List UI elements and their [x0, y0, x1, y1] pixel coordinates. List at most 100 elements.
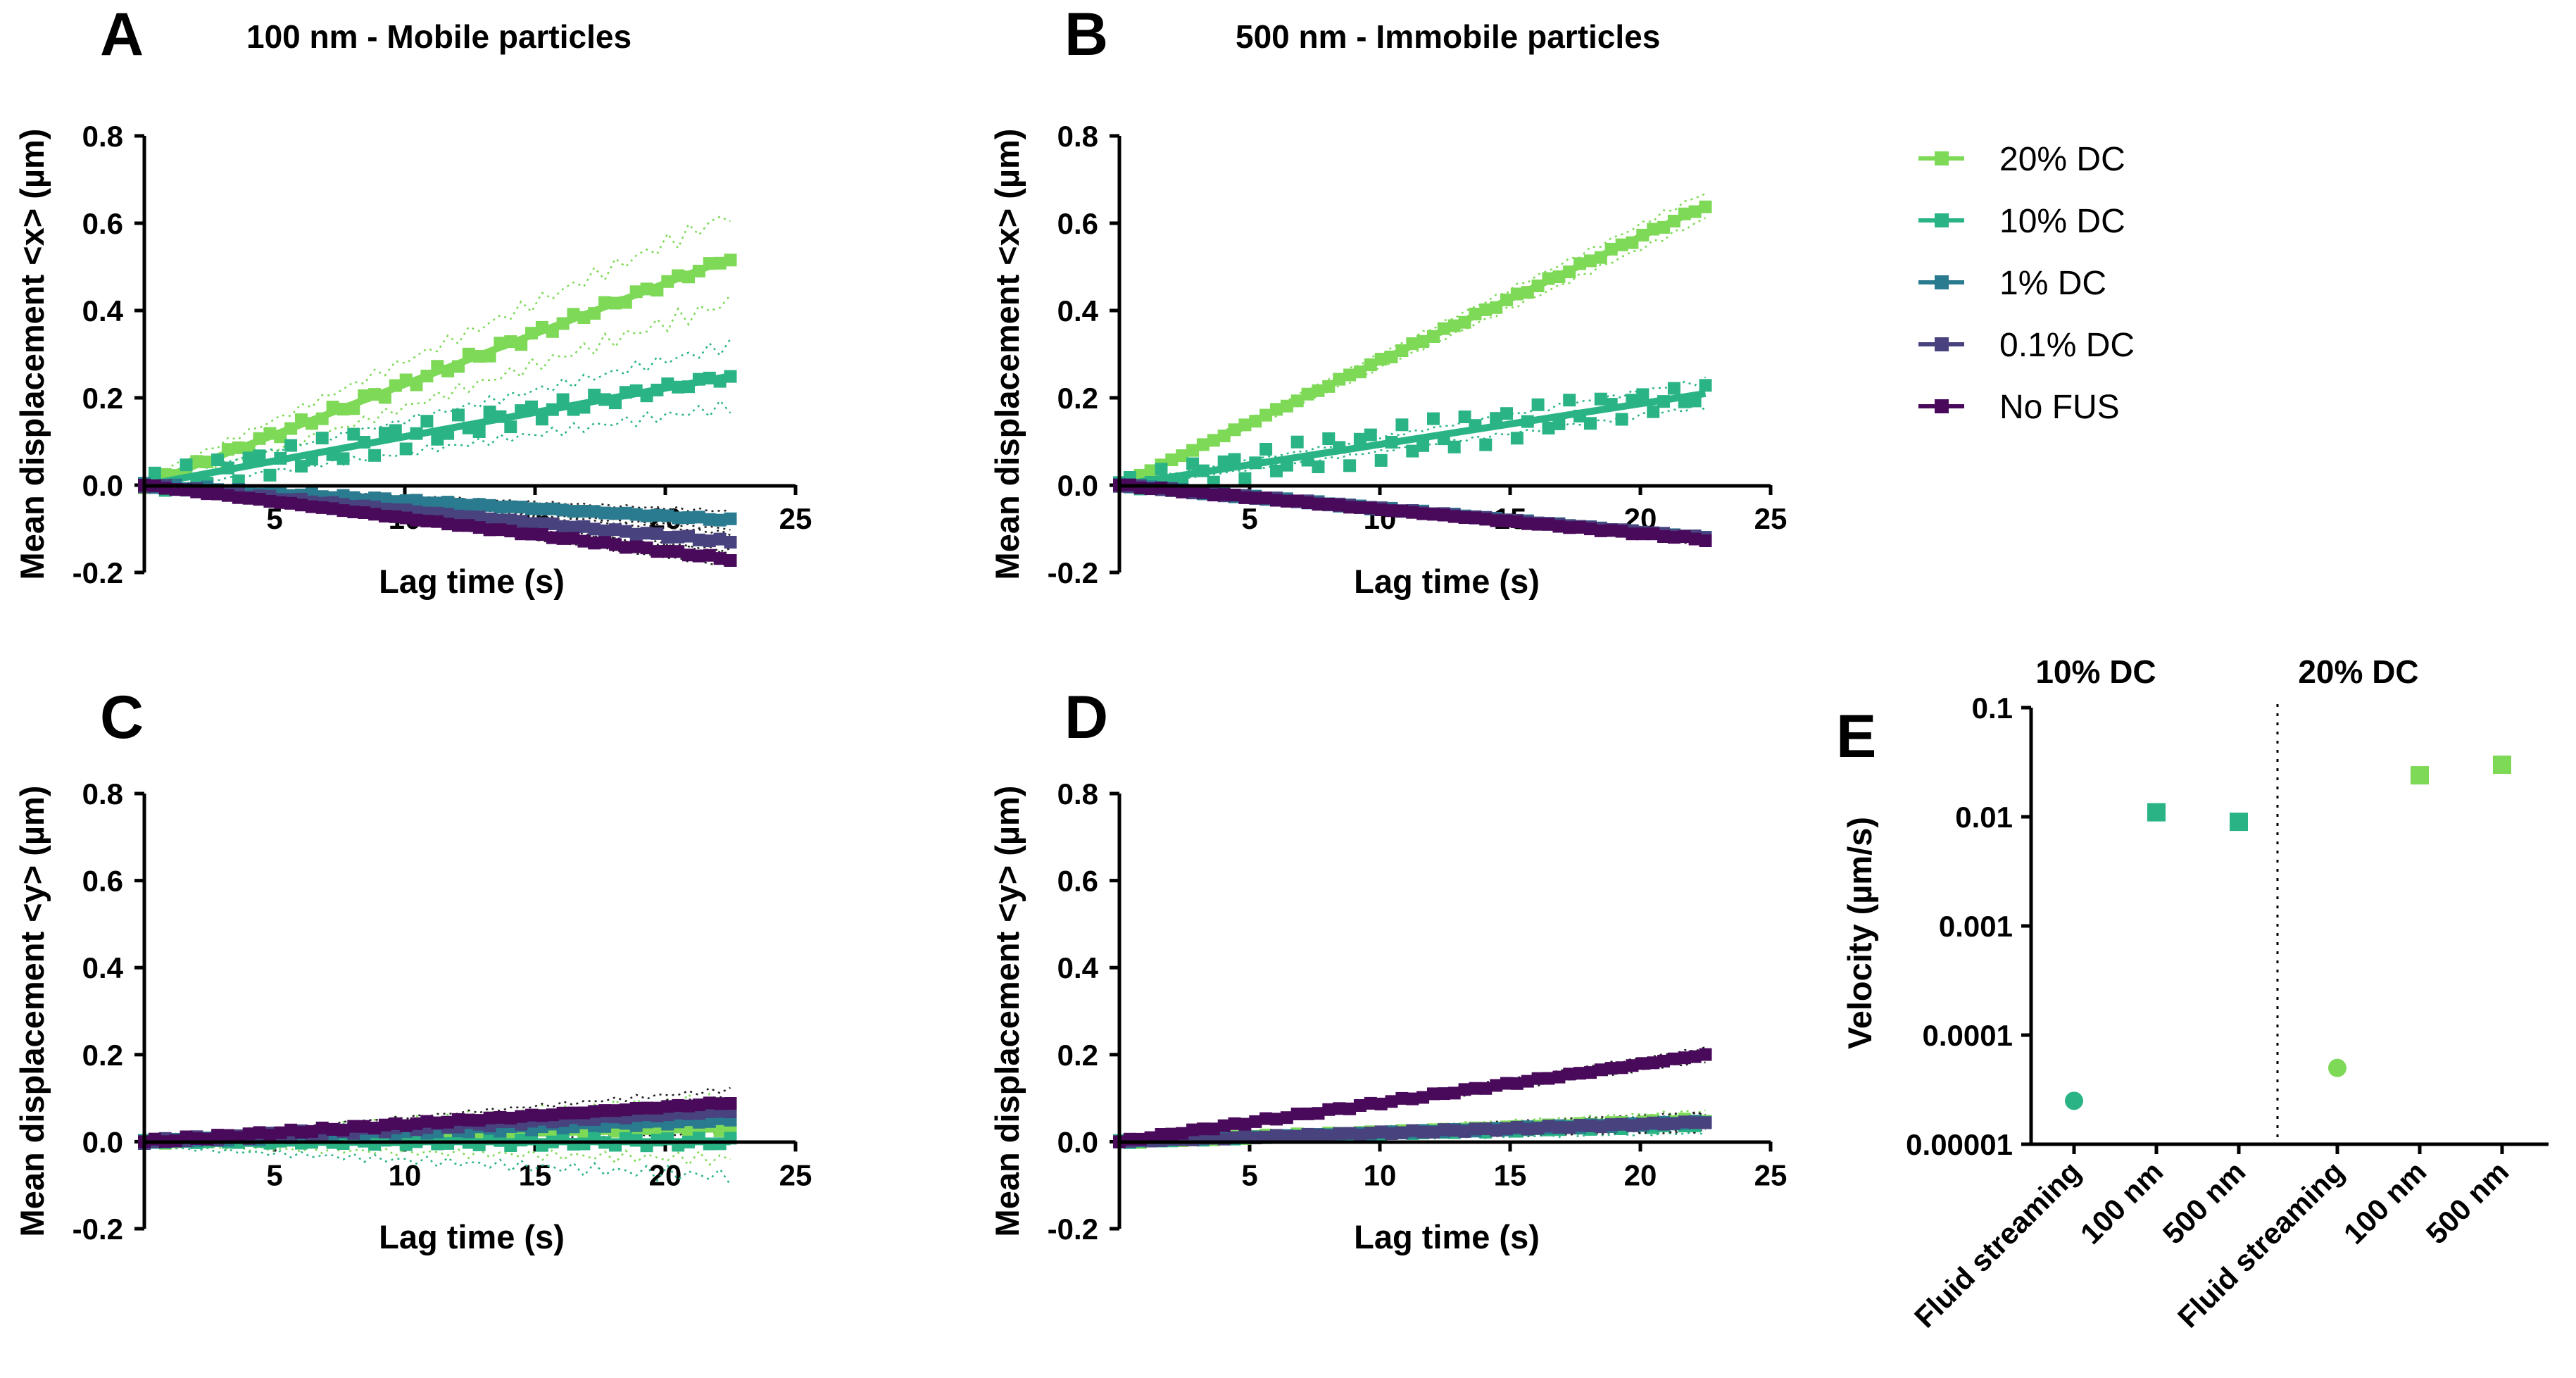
panel-b-point-20pct-dc [1521, 286, 1534, 299]
panel-b-point-no-fus [1333, 499, 1346, 512]
panel-c-point-no-fus [651, 1101, 664, 1115]
panel-b-ytick-label: 0.0 [1057, 469, 1098, 502]
panel-c-point-no-fus [399, 1119, 413, 1132]
panel-d-point-no-fus [1447, 1086, 1461, 1100]
panel-b-point-10pct-dc [1217, 455, 1231, 468]
panel-a-point-10pct-dc [211, 453, 225, 466]
panel-a-point-1pct-dc [452, 498, 465, 511]
panel-b-point-10pct-dc [1437, 432, 1450, 446]
panel-a-point-20pct-dc [284, 422, 298, 435]
panel-d-point-no-fus [1353, 1099, 1366, 1112]
panel-b-ytick-label: 0.4 [1057, 294, 1099, 327]
panel-c-point-no-fus [242, 1127, 256, 1141]
panel-d-point-0-1pct-dc [1573, 1119, 1587, 1132]
panel-e-category-label: 100 nm [2074, 1155, 2170, 1251]
panel-d-point-no-fus [1573, 1067, 1587, 1080]
panel-a-label: A [100, 1, 144, 68]
panel-b-point-10pct-dc [1667, 382, 1680, 395]
panel-d-xlabel: Lag time (s) [1354, 1218, 1540, 1255]
panel-c-point-20pct-dc [713, 1124, 727, 1137]
panel-b-point-no-fus [1542, 518, 1555, 531]
panel-b-point-20pct-dc [1688, 205, 1702, 218]
panel-a-point-no-fus [567, 532, 580, 545]
panel-b-point-20pct-dc [1615, 238, 1628, 251]
panel-a-point-20pct-dc [368, 388, 382, 401]
panel-e-marks [2065, 756, 2511, 1110]
panel-c-point-no-fus [640, 1101, 653, 1115]
panel-b-point-10pct-dc [1406, 444, 1419, 458]
panel-d-ylabel: Mean displacement <y> (µm) [988, 786, 1026, 1237]
panel-b-point-no-fus [1290, 494, 1304, 508]
panel-c-ticks: 5 10 15 20 25-0.20.00.20.40.60.8 [73, 777, 812, 1246]
panel-d-point-no-fus [1238, 1117, 1252, 1131]
panel-d-marks [1113, 1048, 1712, 1149]
panel-b-point-20pct-dc [1385, 350, 1398, 363]
panel-d-point-no-fus [1667, 1052, 1680, 1065]
panel-b-point-no-fus [1312, 498, 1325, 511]
panel-b-point-20pct-dc [1290, 394, 1304, 408]
panel-b-point-no-fus [1584, 522, 1597, 536]
panel-c-point-20pct-dc [577, 1127, 591, 1140]
panel-d-point-no-fus [1699, 1048, 1712, 1061]
panel-c-xtick-label: 5 [266, 1158, 282, 1191]
panel-b-point-20pct-dc [1353, 365, 1366, 379]
panel-a-point-10pct-dc [525, 400, 538, 413]
panel-a-point-20pct-dc [546, 325, 559, 338]
panel-d-point-0-1pct-dc [1521, 1122, 1534, 1136]
panel-d-point-0-1pct-dc [1270, 1129, 1283, 1142]
panel-b-point-10pct-dc [1395, 418, 1409, 432]
panel-a-point-no-fus [305, 500, 318, 513]
panel-a-point-10pct-dc [535, 413, 548, 426]
panel-b-point-20pct-dc [1165, 453, 1179, 466]
panel-c-xtick-label: 25 [779, 1158, 812, 1191]
legend-label-no-fus: No FUS [1999, 389, 2120, 426]
panel-a-point-no-fus [724, 554, 737, 567]
panel-c-point-1pct-dc [629, 1119, 643, 1132]
panel-b-point-20pct-dc [1186, 444, 1200, 457]
panel-a-point-no-fus [525, 527, 538, 541]
panel-a-point-0-1pct-dc [619, 525, 632, 538]
panel-b-point-no-fus [1615, 525, 1628, 538]
panel-b-point-10pct-dc [1353, 432, 1366, 446]
panel-a-point-no-fus [640, 541, 653, 555]
panel-a-point-10pct-dc [494, 410, 507, 423]
panel-a-point-10pct-dc [305, 453, 318, 466]
legend-label-20pct-dc: 20% DC [1999, 141, 2125, 178]
panel-a-point-1pct-dc [567, 505, 580, 518]
panel-d-point-0-1pct-dc [1542, 1120, 1555, 1133]
panel-a-point-20pct-dc [190, 455, 203, 468]
legend-marker-10pct-dc [1935, 213, 1949, 227]
panel-d-ytick-label: 0.4 [1057, 951, 1099, 984]
panel-c-point-no-fus [358, 1120, 371, 1133]
panel-d-point-0-1pct-dc [1615, 1117, 1628, 1131]
panel-a-point-20pct-dc [672, 269, 685, 282]
panel-a-point-0-1pct-dc [535, 517, 548, 530]
panel-d-point-0-1pct-dc [1238, 1130, 1252, 1144]
panel-a-point-10pct-dc [368, 449, 382, 462]
panel-b-point-no-fus [1678, 530, 1691, 544]
panel-a-point-20pct-dc [253, 432, 266, 445]
panel-c-point-no-fus [441, 1115, 455, 1129]
panel-a-point-20pct-dc [619, 296, 632, 309]
panel-a-point-1pct-dc [661, 509, 674, 522]
panel-d-point-no-fus [1155, 1128, 1168, 1141]
panel-b-point-20pct-dc [1343, 368, 1357, 382]
panel-b-point-20pct-dc [1552, 270, 1566, 283]
panel-d-point-no-fus [1542, 1072, 1555, 1085]
panel-d-point-no-fus [1647, 1056, 1660, 1070]
panel-d-point-0-1pct-dc [1416, 1125, 1430, 1139]
panel-d-band-20pct-dc [1119, 1109, 1706, 1141]
panel-a-point-10pct-dc [515, 404, 528, 418]
panel-e-ytick-label: 0.1 [1972, 691, 2013, 725]
panel-e-point-20pct-dc-fluid-streaming [2328, 1058, 2346, 1077]
panel-b-point-20pct-dc [1667, 215, 1680, 227]
panel-b-point-10pct-dc [1479, 438, 1493, 451]
panel-a-point-10pct-dc [399, 442, 413, 456]
legend-marker-0-1pct-dc [1935, 337, 1949, 351]
panel-b-point-10pct-dc [1531, 398, 1545, 411]
panel-a-point-0-1pct-dc [556, 520, 570, 533]
panel-a-ylabel: Mean displacement <x> (µm) [13, 129, 51, 580]
panel-b-point-20pct-dc [1228, 423, 1241, 437]
panel-b-point-20pct-dc [1249, 415, 1262, 428]
